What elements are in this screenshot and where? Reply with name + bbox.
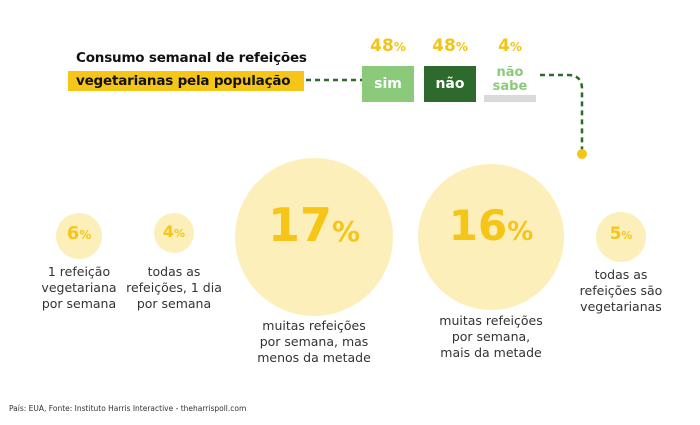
bubble-muitas-menos-metade [235, 158, 393, 316]
answer-nao-sabe-label: não sabe [492, 65, 528, 94]
bubble-muitas-menos-metade-label: muitas refeições por semana, mas menos d… [257, 318, 371, 365]
bubble-muitas-mais-metade [418, 164, 564, 310]
answer-nao-bar: não [424, 66, 476, 102]
bubble-todas-1-dia [154, 213, 194, 253]
bubble-muitas-mais-metade-label: muitas refeições por semana, mais da met… [439, 313, 543, 360]
bubble-muitas-menos-metade-percent: 17% [267, 198, 361, 252]
chart-title-line2: vegetarianas pela população [68, 71, 304, 91]
connector-end-dot [577, 149, 587, 159]
bubble-todas-vegetarianas-label: todas as refeições são vegetarianas [579, 267, 663, 314]
chart-title-line1: Consumo semanal de refeições [76, 50, 307, 66]
answer-nao-sabe-bar [484, 95, 536, 102]
answer-sim-percent: 48% [370, 36, 406, 56]
bubble-1-refeicao-percent: 6% [66, 223, 92, 244]
bubble-todas-vegetarianas [596, 212, 646, 262]
bubble-todas-1-dia-percent: 4% [162, 222, 186, 241]
bubble-todas-1-dia-label: todas as refeições, 1 dia por semana [126, 264, 222, 311]
answer-nao-percent: 48% [432, 36, 468, 56]
bubble-todas-vegetarianas-percent: 5% [609, 224, 633, 244]
bubble-muitas-mais-metade-percent: 16% [448, 201, 534, 250]
answer-nao-sabe-percent: 4% [498, 36, 522, 56]
bubble-1-refeicao [56, 213, 102, 259]
bubble-1-refeicao-label: 1 refeição vegetariana por semana [41, 264, 117, 311]
answer-sim-bar: sim [362, 66, 414, 102]
connector-answers-to-bubbles [540, 73, 584, 150]
source-note: País: EUA, Fonte: Instituto Harris Inter… [9, 404, 247, 413]
